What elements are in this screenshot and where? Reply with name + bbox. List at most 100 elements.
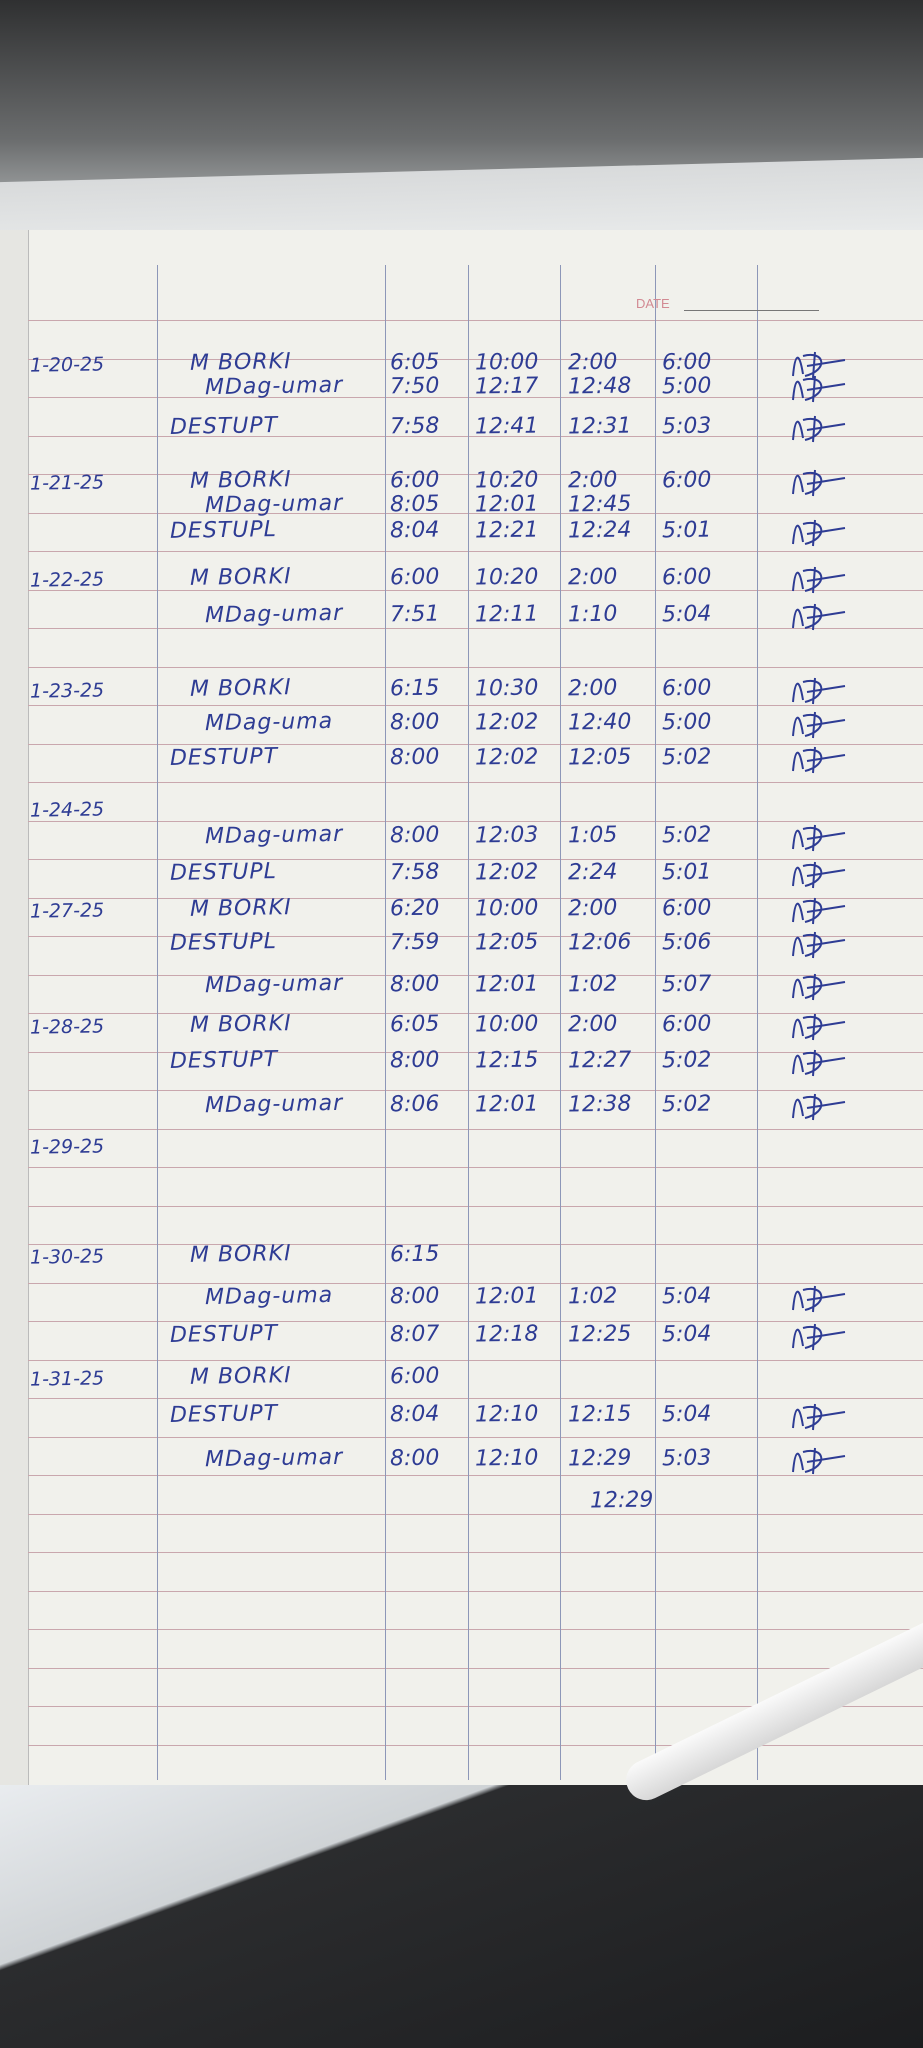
signature-icon [792, 824, 846, 852]
rule-line [28, 1475, 923, 1476]
signature-icon [792, 566, 846, 594]
employee-name: M BORKI [189, 895, 292, 922]
time-entry: 5:00 [661, 373, 712, 400]
time-entry: 8:00 [389, 1283, 440, 1310]
time-entry: 8:04 [389, 1401, 440, 1428]
rule-line [28, 1552, 923, 1553]
employee-name: M BORKI [189, 349, 292, 376]
signature-icon [792, 1285, 846, 1313]
rule-line [28, 1398, 923, 1399]
employee-name: DESTUPL [169, 517, 278, 544]
employee-name: MDag-umar [204, 372, 344, 401]
signature-icon [792, 1447, 846, 1475]
time-entry: 12:02 [474, 744, 539, 771]
time-entry: 6:00 [661, 675, 712, 702]
time-entry: 12:06 [567, 929, 632, 956]
rule-line [28, 936, 923, 937]
time-entry: 6:00 [661, 467, 712, 494]
rule-line [28, 512, 923, 514]
signature-icon [792, 603, 846, 631]
entry-date: 1-23-25 [29, 679, 105, 703]
time-entry: 6:05 [389, 349, 440, 376]
entry-date: 1-28-25 [29, 1015, 105, 1039]
signature-icon [792, 677, 846, 705]
rule-line [28, 743, 923, 745]
time-entry: 12:27 [567, 1047, 632, 1074]
rule-line [28, 435, 923, 437]
signature-icon [792, 415, 846, 443]
rule-line [28, 1128, 923, 1130]
employee-name: M BORKI [189, 564, 292, 591]
time-entry: 12:48 [567, 373, 632, 400]
time-entry: 5:04 [661, 601, 712, 628]
time-entry: 2:00 [567, 467, 618, 494]
time-entry: 12:01 [474, 1283, 539, 1310]
time-entry: 1:02 [567, 971, 618, 998]
column-line [157, 265, 158, 1780]
employee-name: MDag-umar [204, 1444, 344, 1473]
rule-line [28, 820, 923, 822]
signature-icon [792, 1049, 846, 1077]
time-entry: 7:59 [389, 929, 440, 956]
time-entry: 6:05 [389, 1011, 440, 1038]
page-edge [0, 230, 29, 1785]
rule-line [28, 1321, 923, 1322]
time-entry: 12:05 [567, 744, 632, 771]
time-entry: 12:01 [474, 491, 539, 518]
time-entry: 6:00 [389, 564, 440, 591]
entry-date: 1-30-25 [29, 1245, 105, 1269]
employee-name: MDag-umar [204, 1090, 344, 1119]
time-entry: 5:04 [661, 1321, 712, 1348]
column-line [468, 265, 469, 1780]
time-entry: 7:50 [389, 373, 440, 400]
employee-name: DESTUPT [169, 1321, 279, 1348]
time-entry: 10:00 [474, 349, 539, 376]
employee-name: M BORKI [189, 675, 292, 702]
rule-line [28, 705, 923, 706]
employee-name: DESTUPT [169, 1047, 279, 1074]
employee-name: MDag-umar [204, 600, 344, 629]
rule-line [28, 1667, 923, 1669]
rule-line [28, 974, 923, 976]
time-entry: 10:20 [474, 564, 539, 591]
time-entry: 12:25 [567, 1321, 632, 1348]
rule-line [28, 1706, 923, 1707]
time-entry: 2:00 [567, 349, 618, 376]
time-correction: 12:29 [589, 1487, 654, 1514]
employee-name: MDag-umar [204, 490, 344, 519]
logbook-page [20, 230, 923, 1789]
time-entry: 6:00 [661, 349, 712, 376]
time-entry: 6:00 [661, 895, 712, 922]
time-entry: 5:04 [661, 1401, 712, 1428]
time-entry: 8:00 [389, 709, 440, 736]
rule-line [28, 1513, 923, 1515]
signature-icon [792, 1093, 846, 1121]
time-entry: 5:04 [661, 1283, 712, 1310]
time-entry: 5:01 [661, 517, 712, 544]
rule-line [28, 782, 923, 783]
rule-line [28, 1359, 923, 1361]
time-entry: 7:58 [389, 859, 440, 886]
column-line [385, 265, 386, 1780]
time-entry: 6:15 [389, 675, 440, 702]
time-entry: 8:00 [389, 822, 440, 849]
entry-date: 1-21-25 [29, 471, 105, 495]
time-entry: 2:00 [567, 895, 618, 922]
rule-line [28, 897, 923, 899]
rule-line [28, 1051, 923, 1053]
time-entry: 5:01 [661, 859, 712, 886]
time-entry: 12:45 [567, 491, 632, 518]
signature-icon [792, 746, 846, 774]
entry-date: 1-31-25 [29, 1367, 105, 1391]
time-entry: 8:07 [389, 1321, 440, 1348]
rule-line [28, 551, 923, 552]
time-entry: 7:51 [389, 601, 440, 628]
time-entry: 12:15 [567, 1401, 632, 1428]
employee-name: MDag-uma [204, 1282, 334, 1311]
time-entry: 8:00 [389, 1445, 440, 1472]
time-entry: 5:02 [661, 744, 712, 771]
time-entry: 6:00 [661, 564, 712, 591]
time-entry: 12:31 [567, 413, 632, 440]
time-entry: 1:10 [567, 601, 618, 628]
time-entry: 12:01 [474, 971, 539, 998]
